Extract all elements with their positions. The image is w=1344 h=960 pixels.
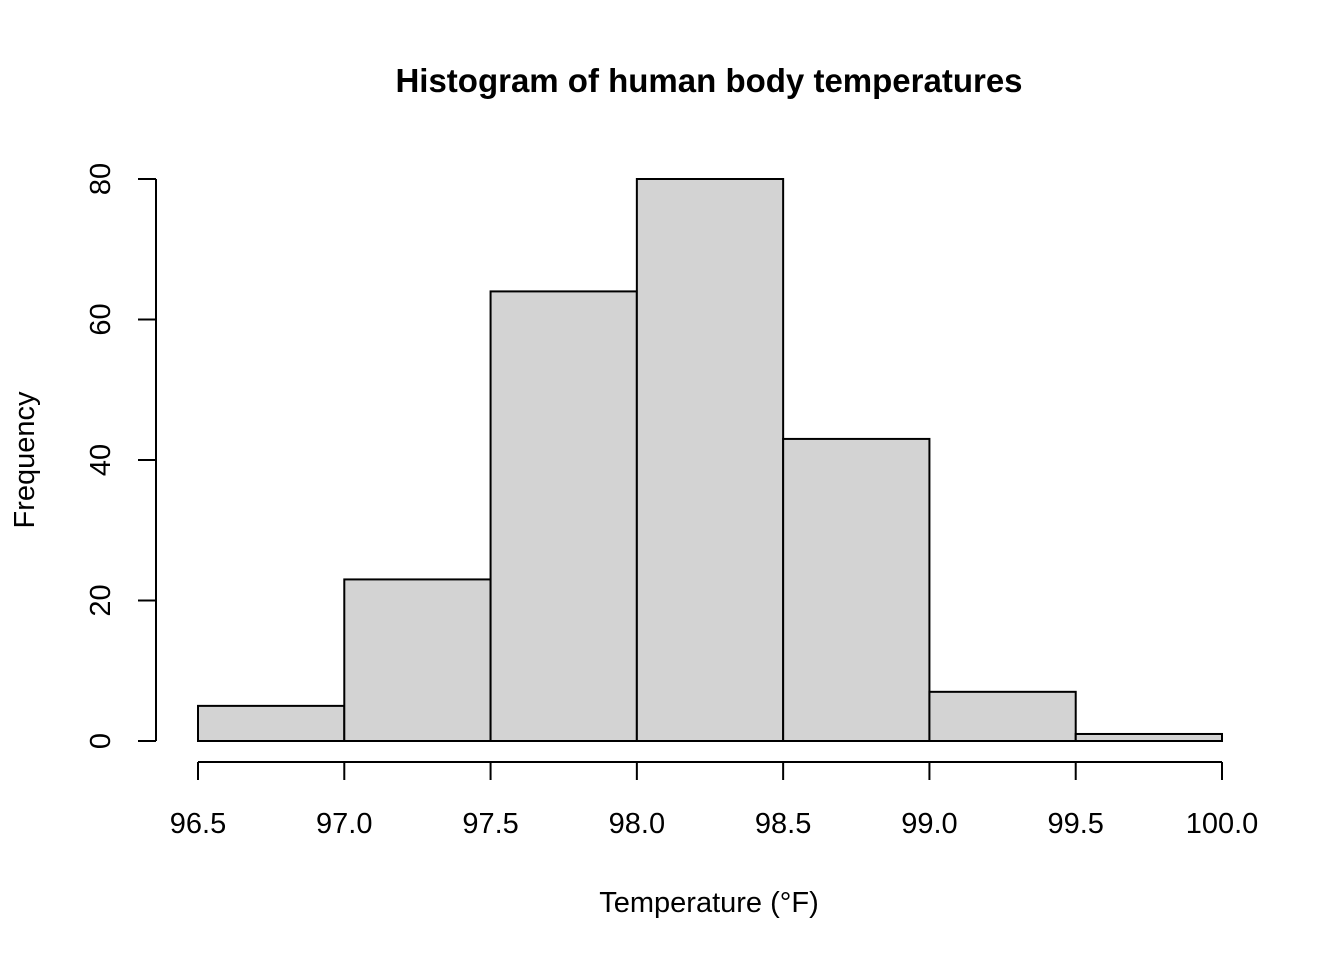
- x-tick-label: 100.0: [1186, 808, 1259, 840]
- x-axis: 96.5 97.0 97.5 98.0 98.5 99.0 99.5 100.0: [170, 761, 1259, 840]
- histogram-bar-1: [197, 704, 346, 742]
- histogram-bar-3: [489, 290, 638, 742]
- histogram-bar-6: [928, 690, 1077, 743]
- y-axis: 0 20 40 60 80: [85, 163, 157, 749]
- y-tick-label: 40: [85, 444, 117, 476]
- histogram-bar-5: [782, 437, 931, 742]
- histogram-bar-4: [635, 178, 785, 742]
- x-tick-label: 98.5: [755, 808, 811, 840]
- histogram-bar-7: [1074, 732, 1223, 742]
- x-tick-label: 97.5: [462, 808, 518, 840]
- x-tick-label: 99.5: [1047, 808, 1103, 840]
- y-tick-label: 80: [85, 163, 117, 195]
- chart-title: Histogram of human body temperatures: [395, 62, 1022, 99]
- y-tick-label: 20: [85, 584, 117, 616]
- histogram-bar-2: [343, 578, 492, 742]
- x-tick-label: 97.0: [316, 808, 372, 840]
- y-tick-label: 0: [85, 733, 117, 749]
- bars: [197, 178, 1223, 743]
- x-tick-label: 96.5: [170, 808, 226, 840]
- y-axis-label: Frequency: [9, 391, 41, 529]
- x-axis-label: Temperature (°F): [599, 887, 818, 919]
- x-tick-label: 98.0: [609, 808, 665, 840]
- x-tick-label: 99.0: [901, 808, 957, 840]
- y-tick-label: 60: [85, 303, 117, 335]
